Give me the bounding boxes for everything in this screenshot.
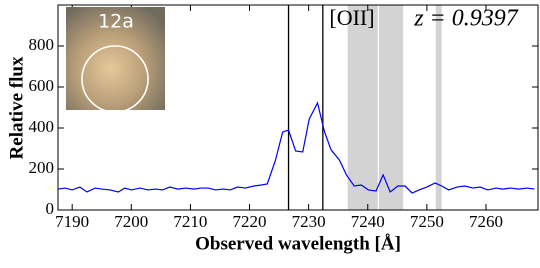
x-tick-label: 7240 [351, 212, 385, 231]
aperture-circle [81, 45, 149, 113]
y-tick-label: 600 [29, 76, 55, 95]
x-axis-label: Observed wavelength [Å] [195, 233, 401, 254]
y-axis-label: Relative flux [6, 56, 27, 159]
y-tick-label: 200 [29, 158, 55, 177]
annotation: z = 0.9397 [413, 6, 519, 32]
y-tick-label: 0 [46, 199, 55, 218]
x-tick-label: 7250 [410, 212, 444, 231]
inset-image [66, 7, 165, 110]
x-tick-label: 7210 [173, 212, 207, 231]
inset: 12a [66, 7, 165, 113]
shaded-region [347, 5, 378, 210]
x-tick-label: 7200 [114, 212, 148, 231]
y-tick-label: 400 [29, 117, 55, 136]
shaded-region [378, 5, 404, 210]
annotation: [OII] [329, 5, 374, 30]
inset-label: 12a [98, 11, 134, 33]
y-tick-label: 800 [29, 35, 55, 54]
spectrum-line [57, 101, 535, 194]
x-tick-label: 7260 [469, 212, 503, 231]
shaded-region [435, 5, 442, 210]
x-tick-label: 7190 [55, 212, 89, 231]
x-tick-label: 7230 [292, 212, 326, 231]
x-tick-label: 7220 [233, 212, 267, 231]
plot-frame [57, 4, 539, 211]
